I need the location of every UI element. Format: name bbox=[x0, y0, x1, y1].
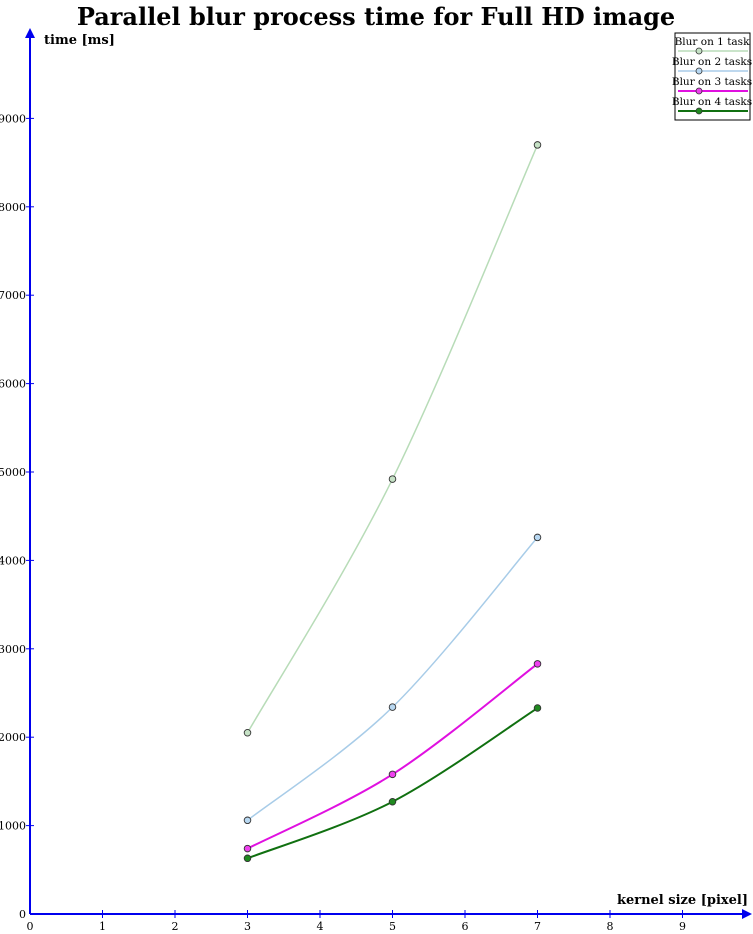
legend-label-4: Blur on 4 tasks bbox=[672, 96, 752, 108]
y-tick-label: 8000 bbox=[0, 201, 26, 214]
chart-title: Parallel blur process time for Full HD i… bbox=[77, 2, 675, 31]
legend-label-1: Blur on 1 task bbox=[675, 36, 751, 48]
x-tick-label: 2 bbox=[172, 920, 179, 933]
y-axis-label: time [ms] bbox=[44, 33, 115, 48]
y-axis-arrow bbox=[25, 28, 35, 38]
data-point-series-3[interactable] bbox=[388, 770, 397, 779]
legend-label-3: Blur on 3 tasks bbox=[672, 76, 752, 88]
legend-swatch-marker-4 bbox=[695, 107, 703, 115]
ticks: 0 1 2 3 4 5 6 7 8 9 0 1000 2000 3000 4000 5000 6000 7000 8… bbox=[0, 112, 686, 933]
data-point-series-2[interactable] bbox=[388, 703, 397, 711]
x-tick-label: 9 bbox=[679, 920, 686, 933]
x-tick-label: 0 bbox=[27, 920, 34, 933]
legend-label-2: Blur on 2 tasks bbox=[672, 56, 752, 68]
series-line-3 bbox=[247, 663, 539, 850]
legend[interactable]: Blur on 1 task Blur on 2 tasks Blur on 3 t… bbox=[672, 32, 752, 121]
legend-box bbox=[674, 32, 751, 121]
x-axis-label: kernel size [pixel] bbox=[617, 893, 748, 908]
x-tick-label: 1 bbox=[99, 920, 106, 933]
data-point-series-1[interactable] bbox=[388, 475, 397, 483]
x-tick-label: 3 bbox=[244, 920, 251, 933]
series-layer bbox=[243, 141, 542, 863]
y-tick-label: 5000 bbox=[0, 466, 26, 479]
legend-swatch-marker-2 bbox=[695, 67, 703, 75]
legend-swatch-marker-3 bbox=[695, 87, 703, 95]
axes bbox=[25, 28, 752, 919]
series-line-1 bbox=[246, 144, 539, 734]
data-point-series-3[interactable] bbox=[243, 844, 252, 853]
series-line-4 bbox=[247, 707, 539, 860]
y-tick-label: 7000 bbox=[0, 289, 26, 302]
x-tick-label: 8 bbox=[607, 920, 614, 933]
data-point-series-2[interactable] bbox=[533, 533, 542, 542]
x-tick-label: 5 bbox=[389, 920, 396, 933]
data-point-series-2[interactable] bbox=[243, 816, 252, 825]
data-point-series-3[interactable] bbox=[533, 660, 542, 668]
y-tick-label: 1000 bbox=[0, 820, 26, 833]
y-tick-label: 9000 bbox=[0, 112, 26, 125]
x-tick-label: 7 bbox=[534, 920, 541, 933]
x-tick-label: 6 bbox=[462, 920, 469, 933]
y-tick-label: 4000 bbox=[0, 554, 26, 567]
y-tick-label: 3000 bbox=[0, 643, 26, 656]
y-tick-label: 2000 bbox=[0, 731, 26, 744]
x-tick-label: 4 bbox=[317, 920, 324, 933]
data-point-series-4[interactable] bbox=[388, 797, 397, 806]
y-tick-label: 6000 bbox=[0, 378, 26, 391]
data-point-series-4[interactable] bbox=[243, 854, 252, 863]
data-point-series-4[interactable] bbox=[533, 704, 542, 712]
y-tick-label: 0 bbox=[19, 908, 26, 921]
data-point-series-1[interactable] bbox=[533, 141, 542, 149]
data-point-series-1[interactable] bbox=[243, 729, 252, 737]
x-axis-arrow bbox=[742, 909, 752, 919]
legend-swatch-marker-1 bbox=[695, 47, 703, 55]
